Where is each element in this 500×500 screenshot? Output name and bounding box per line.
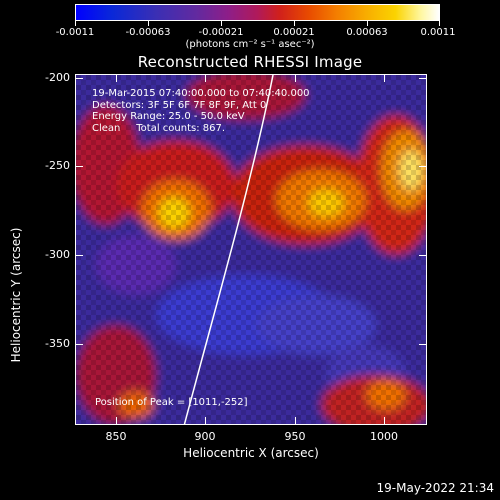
peak-position: Position of Peak = [1011,-252] xyxy=(95,397,248,408)
y-tick-label: -300 xyxy=(45,248,70,261)
x-tick xyxy=(116,417,117,425)
y-axis-label: Heliocentric Y (arcsec) xyxy=(9,227,23,363)
energy-range: Energy Range: 25.0 - 50.0 keV xyxy=(92,111,245,122)
timestamp: 19-May-2022 21:34 xyxy=(376,481,494,495)
x-tick-label: 850 xyxy=(105,430,127,443)
x-axis-label: Heliocentric X (arcsec) xyxy=(183,446,319,460)
x-tick xyxy=(384,74,385,82)
colorbar-label: -0.0011 xyxy=(55,27,95,38)
image-info: 19-Mar-2015 07:40:00.000 to 07:40:40.000… xyxy=(92,88,310,134)
x-tick xyxy=(295,417,296,425)
detectors: Detectors: 3F 5F 6F 7F 8F 9F, Att 0 xyxy=(92,99,267,111)
y-tick-label: -200 xyxy=(45,71,70,84)
y-tick xyxy=(75,166,83,167)
colorbar-tick xyxy=(148,21,149,26)
x-tick xyxy=(384,417,385,425)
colorbar-tick xyxy=(294,21,295,26)
rhessi-image: 19-Mar-2015 07:40:00.000 to 07:40:40.000… xyxy=(75,74,427,425)
colorbar-label: -0.00063 xyxy=(125,27,171,38)
y-tick xyxy=(419,344,427,345)
y-tick xyxy=(419,255,427,256)
x-tick xyxy=(295,74,296,82)
y-tick xyxy=(419,78,427,79)
y-tick xyxy=(419,166,427,167)
colorbar-label: -0.00021 xyxy=(198,27,244,38)
x-tick xyxy=(205,417,206,425)
clean-counts: Clean Total counts: 867. xyxy=(92,122,226,134)
solar-limb-line xyxy=(183,75,274,424)
x-tick xyxy=(116,74,117,82)
x-tick-label: 950 xyxy=(284,430,306,443)
image-title: Reconstructed RHESSI Image xyxy=(137,53,363,71)
colorbar xyxy=(75,4,440,21)
colorbar-label: 0.00063 xyxy=(346,27,388,38)
y-tick xyxy=(75,344,83,345)
y-tick xyxy=(75,78,83,79)
time-range: 19-Mar-2015 07:40:00.000 to 07:40:40.000 xyxy=(92,88,310,99)
y-tick xyxy=(75,255,83,256)
colorbar-tick xyxy=(75,21,76,26)
y-tick-label: -250 xyxy=(45,159,70,172)
colorbar-label: 0.00021 xyxy=(273,27,315,38)
colorbar-tick xyxy=(221,21,222,26)
heatmap-svg xyxy=(76,75,426,424)
x-tick xyxy=(205,74,206,82)
colorbar-tick xyxy=(367,21,368,26)
x-tick-label: 1000 xyxy=(370,430,398,443)
colorbar-tick xyxy=(439,21,440,26)
x-tick-label: 900 xyxy=(194,430,216,443)
colorbar-label: 0.0011 xyxy=(420,27,456,38)
y-tick-label: -350 xyxy=(45,337,70,350)
colorbar-units: (photons cm⁻² s⁻¹ asec⁻²) xyxy=(185,39,315,50)
